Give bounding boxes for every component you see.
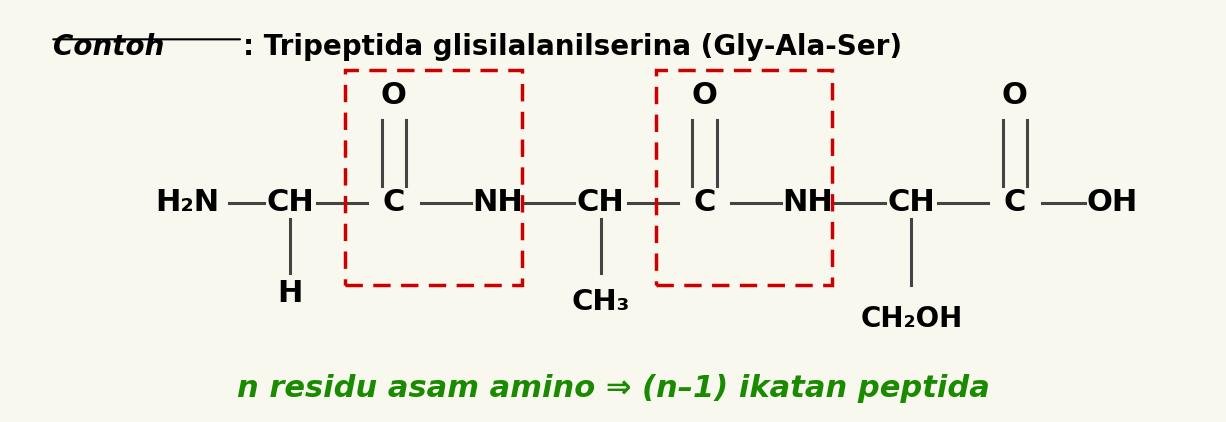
Text: NH: NH — [782, 188, 834, 217]
Text: CH: CH — [577, 188, 625, 217]
Text: H₂N: H₂N — [154, 188, 219, 217]
Text: O: O — [691, 81, 717, 110]
Text: : Tripeptida glisilalanilserina (Gly-Ala-Ser): : Tripeptida glisilalanilserina (Gly-Ala… — [243, 33, 902, 61]
Text: Contoh: Contoh — [53, 33, 164, 61]
Text: C: C — [1004, 188, 1026, 217]
Text: C: C — [383, 188, 405, 217]
Text: H: H — [277, 279, 303, 308]
Text: CH₂OH: CH₂OH — [861, 305, 962, 333]
Bar — [345, 70, 522, 285]
Text: CH₃: CH₃ — [571, 288, 630, 316]
Text: O: O — [1002, 81, 1027, 110]
Text: NH: NH — [472, 188, 522, 217]
Text: CH: CH — [266, 188, 314, 217]
Text: n residu asam amino ⇒ (n–1) ikatan peptida: n residu asam amino ⇒ (n–1) ikatan pepti… — [237, 374, 989, 403]
Text: O: O — [381, 81, 407, 110]
Text: C: C — [693, 188, 716, 217]
Text: OH: OH — [1086, 188, 1138, 217]
Bar — [656, 70, 832, 285]
Text: CH: CH — [888, 188, 935, 217]
